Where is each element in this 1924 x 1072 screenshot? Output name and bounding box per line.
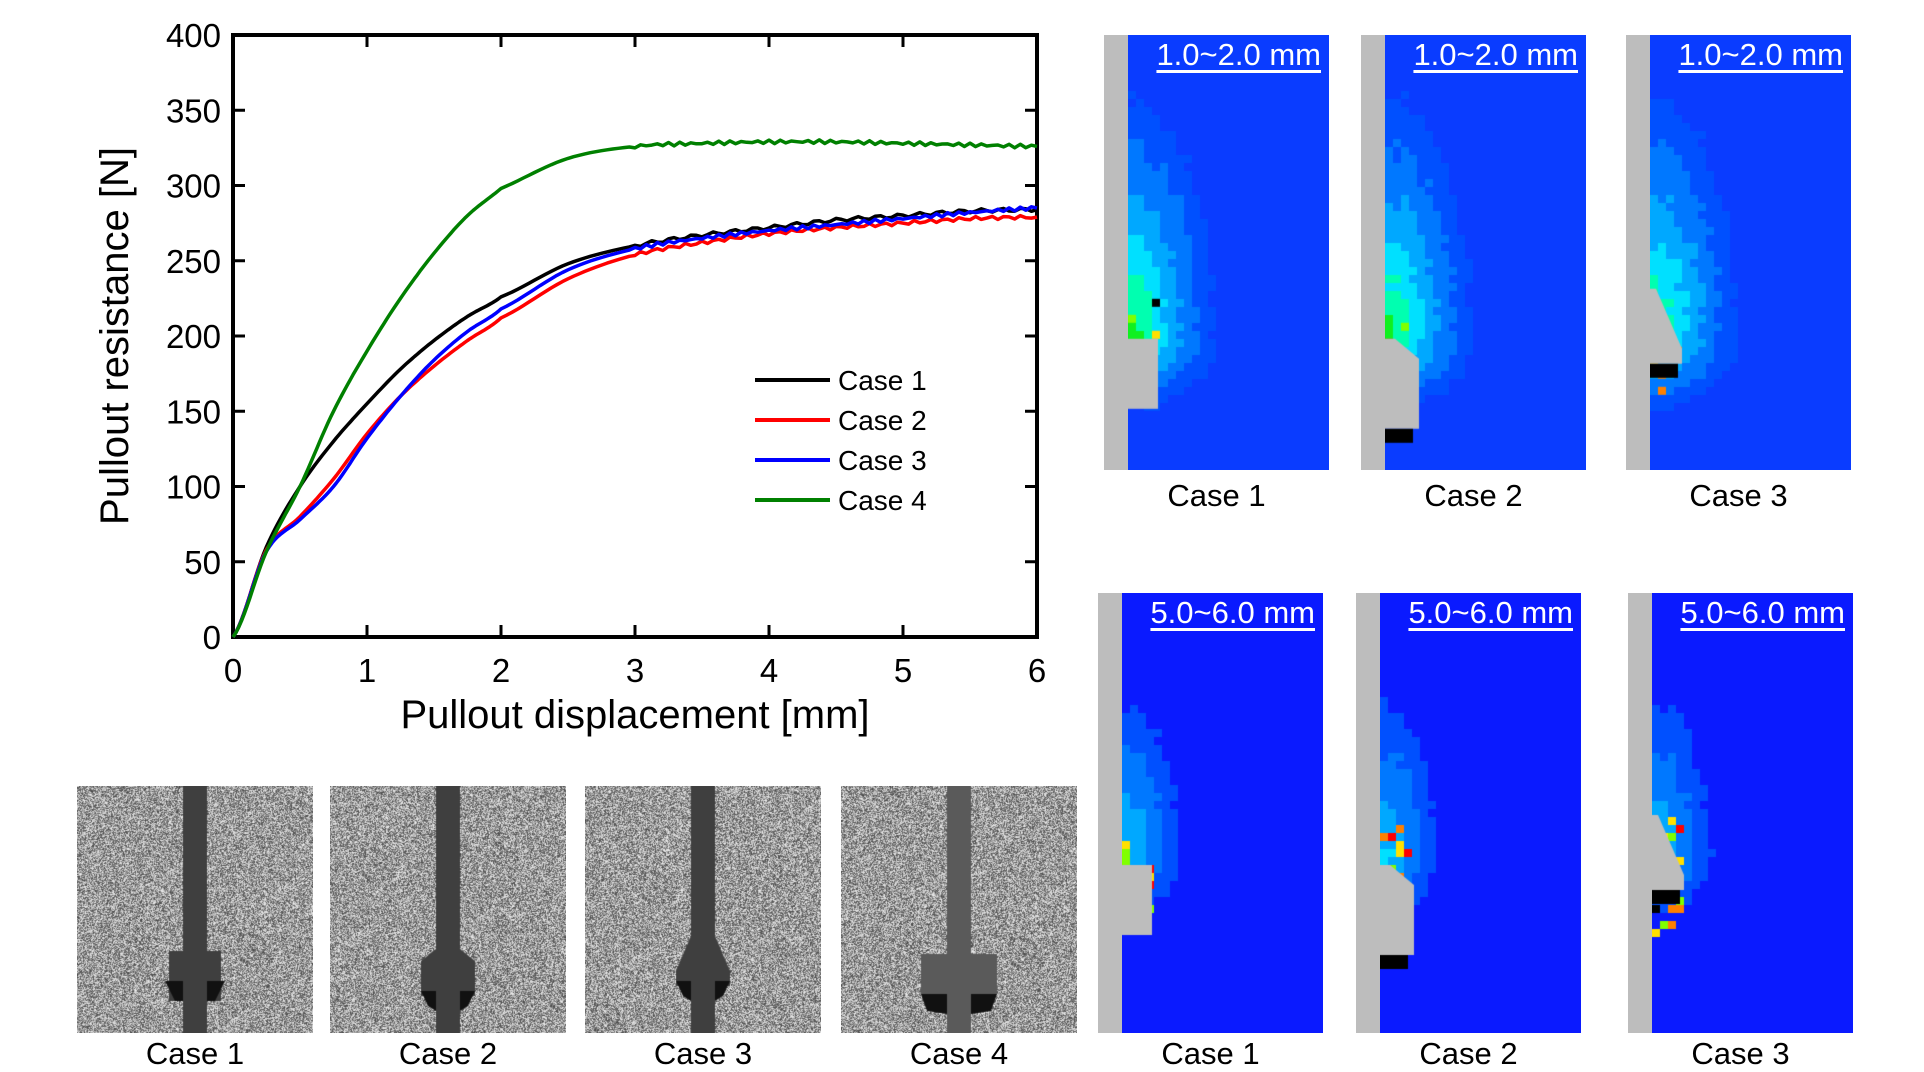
displacement-range-label: 1.0~2.0 mm [1413, 37, 1578, 72]
dic-panel-late-case-2: 5.0~6.0 mm [1356, 593, 1581, 1033]
anchor-shaft [1626, 35, 1650, 470]
y-tick-label: 350 [166, 92, 221, 129]
plot-border [231, 33, 1039, 639]
y-tick-label: 300 [166, 168, 221, 205]
x-tick-label: 1 [358, 652, 376, 689]
anchor-shaft [1104, 35, 1128, 470]
photo-caption-case-2: Case 2 [398, 1036, 498, 1071]
strain-field-map [1628, 593, 1853, 1033]
legend: Case 1 Case 2 Case 3 Case 4 [755, 365, 927, 516]
y-tick-label: 100 [166, 469, 221, 506]
strain-field-map [1104, 35, 1329, 470]
dic-caption-case-2: Case 2 [1424, 478, 1523, 513]
y-tick-label: 0 [203, 619, 221, 656]
speckle-image [841, 786, 1077, 1033]
dic-caption-case-2: Case 2 [1419, 1036, 1518, 1071]
anchor-shaft [1098, 593, 1122, 1033]
photo-caption-case-4: Case 4 [909, 1036, 1009, 1071]
photo-panel-case-4 [841, 786, 1077, 1033]
series-line-case-4 [231, 138, 1038, 638]
photo-caption-case-1: Case 1 [145, 1036, 245, 1071]
series-line-case-1 [231, 206, 1038, 638]
anchor-shaft [1356, 593, 1380, 1033]
x-tick-label: 4 [760, 652, 778, 689]
displacement-range-label: 5.0~6.0 mm [1408, 595, 1573, 630]
x-tick-label: 3 [626, 652, 644, 689]
legend-label-case-1: Case 1 [838, 365, 927, 396]
series-line-case-3 [231, 205, 1038, 638]
photo-panel-case-2 [330, 786, 566, 1033]
speckle-image [330, 786, 566, 1033]
x-tick-label: 0 [224, 652, 242, 689]
strain-field-map [1361, 35, 1586, 470]
dic-panel-late-case-3: 5.0~6.0 mm [1628, 593, 1853, 1033]
displacement-range-label: 1.0~2.0 mm [1156, 37, 1321, 72]
dic-panel-early-case-3: 1.0~2.0 mm [1626, 35, 1851, 470]
y-tick-label: 250 [166, 243, 221, 280]
photo-panel-case-3 [585, 786, 821, 1033]
x-tick-label: 5 [894, 652, 912, 689]
dic-caption-case-1: Case 1 [1161, 1036, 1260, 1071]
legend-label-case-3: Case 3 [838, 445, 927, 476]
dic-panel-early-case-1: 1.0~2.0 mm [1104, 35, 1329, 470]
dic-panel-late-case-1: 5.0~6.0 mm [1098, 593, 1323, 1033]
dic-panel-early-case-2: 1.0~2.0 mm [1361, 35, 1586, 470]
photo-caption-case-3: Case 3 [653, 1036, 753, 1071]
strain-field-map [1626, 35, 1851, 470]
displacement-range-label: 5.0~6.0 mm [1150, 595, 1315, 630]
plot-frame [231, 33, 1039, 639]
photo-panel-case-1 [77, 786, 313, 1033]
x-tick-label: 2 [492, 652, 510, 689]
legend-label-case-2: Case 2 [838, 405, 927, 436]
anchor-shaft [1628, 593, 1652, 1033]
y-tick-label: 150 [166, 393, 221, 430]
axis-ticks: 0 1 2 3 4 5 6 0 50 100 150 200 250 300 350 400 [166, 17, 1046, 689]
x-tick-label: 6 [1028, 652, 1046, 689]
displacement-range-label: 1.0~2.0 mm [1678, 37, 1843, 72]
legend-label-case-4: Case 4 [838, 485, 927, 516]
strain-field-map [1098, 593, 1323, 1033]
pullout-chart: 0 1 2 3 4 5 6 0 50 100 150 200 250 300 350 400 Pullout … [93, 17, 1046, 737]
displacement-range-label: 5.0~6.0 mm [1680, 595, 1845, 630]
speckle-image [77, 786, 313, 1033]
y-tick-label: 50 [184, 544, 221, 581]
dic-caption-case-1: Case 1 [1167, 478, 1266, 513]
speckle-image [585, 786, 821, 1033]
x-axis-title: Pullout displacement [mm] [400, 693, 869, 737]
series-line-case-2 [231, 213, 1038, 638]
series-group [231, 138, 1038, 638]
dic-caption-case-3: Case 3 [1691, 1036, 1790, 1071]
y-tick-label: 200 [166, 318, 221, 355]
anchor-shaft [1361, 35, 1385, 470]
strain-field-map [1356, 593, 1581, 1033]
y-tick-label: 400 [166, 17, 221, 54]
dic-caption-case-3: Case 3 [1689, 478, 1788, 513]
y-axis-title: Pullout resistance [N] [93, 147, 137, 525]
